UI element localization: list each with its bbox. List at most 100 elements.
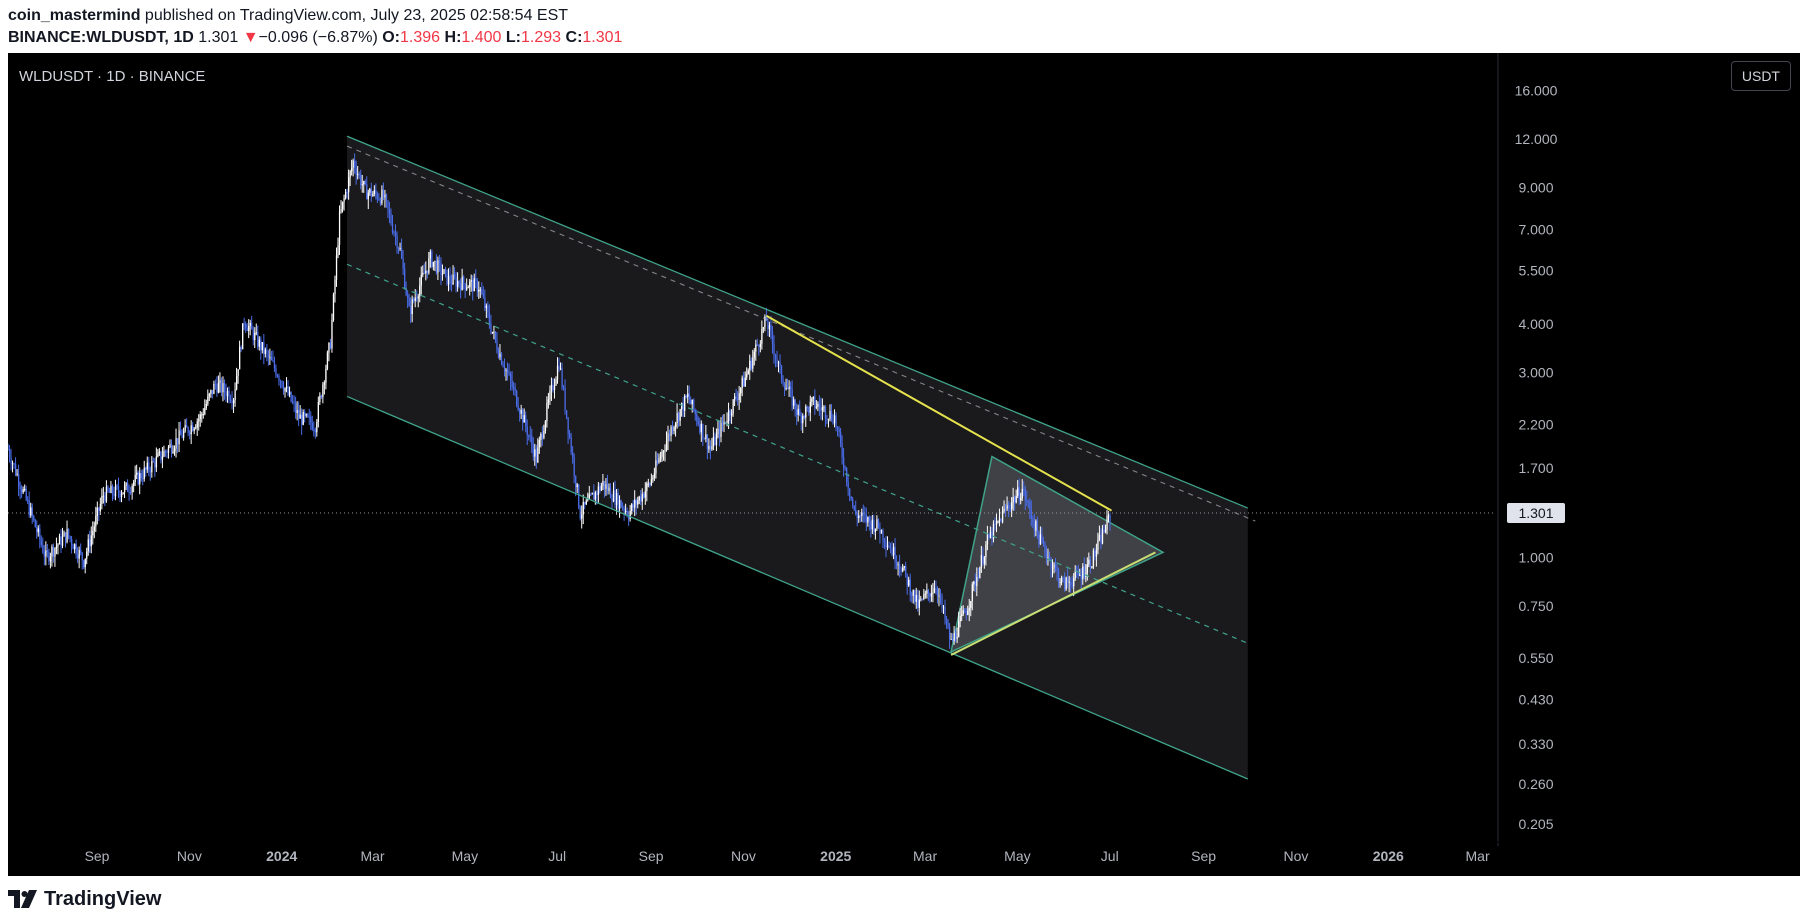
currency-button[interactable]: USDT — [1730, 61, 1791, 91]
candle-body — [614, 490, 616, 505]
candle-body — [77, 554, 79, 559]
candle-body — [298, 410, 300, 419]
candle-body — [449, 275, 451, 283]
candle-body — [512, 387, 515, 389]
candle-body — [72, 545, 74, 550]
author-name[interactable]: coin_mastermind — [8, 7, 141, 24]
candle-body — [1082, 566, 1084, 580]
tradingview-logo-text[interactable]: TradingView — [44, 887, 162, 910]
candle-body — [1077, 571, 1079, 576]
candle-body — [947, 623, 949, 627]
candle-body — [407, 294, 409, 298]
candle-body — [980, 554, 983, 568]
candle-body — [690, 400, 692, 405]
candle-body — [1038, 532, 1040, 545]
candle-body — [839, 432, 842, 444]
candle-body — [703, 438, 706, 440]
candle-body — [635, 499, 637, 505]
candle-body — [777, 362, 780, 364]
candle-body — [832, 419, 834, 424]
candle-body — [641, 493, 643, 502]
candle-body — [562, 386, 565, 388]
candle-body — [78, 549, 80, 559]
candle-body — [344, 191, 347, 199]
candle-body — [278, 376, 280, 381]
candle-body — [364, 181, 366, 185]
candle-body — [334, 279, 336, 295]
candle-body — [90, 535, 92, 547]
candle-body — [117, 486, 120, 493]
candle-body — [1004, 508, 1007, 510]
candle-body — [102, 495, 105, 497]
candle-body — [196, 421, 198, 428]
candle-body — [131, 485, 133, 493]
tradingview-logo-icon[interactable] — [8, 890, 38, 908]
candle-body — [572, 452, 574, 457]
candle-body — [446, 269, 448, 285]
candle-body — [519, 409, 521, 414]
candle-body — [346, 191, 348, 193]
candle-body — [331, 319, 333, 349]
candle-body — [305, 414, 307, 416]
price-chart[interactable]: 1.301 16.000 12.000 9.000 7.000 5.500 4.000 3.0… — [8, 53, 1800, 876]
candle-body — [849, 488, 851, 497]
candle-body — [1080, 575, 1082, 580]
candle-body — [328, 342, 330, 353]
candle-body — [961, 614, 963, 617]
candle-body — [793, 399, 795, 406]
candle-body — [16, 473, 18, 475]
candle-body — [815, 406, 818, 408]
candle-body — [223, 383, 226, 392]
candle-body — [882, 529, 884, 541]
candle-body — [773, 343, 775, 355]
candle-body — [116, 485, 118, 487]
candle-body — [214, 383, 217, 385]
candle-body — [776, 358, 778, 363]
candle-body — [255, 332, 257, 334]
candle-body — [136, 472, 138, 475]
candle-body — [977, 576, 980, 579]
candle-body — [279, 380, 282, 382]
candle-body — [381, 189, 383, 204]
candle-body — [139, 473, 141, 485]
candle-body — [246, 328, 248, 331]
chart-area[interactable]: 1.301 16.000 12.000 9.000 7.000 5.500 4.000 3.0… — [8, 53, 1800, 876]
candle-body — [829, 410, 831, 419]
candle-body — [817, 403, 819, 407]
candle-body — [140, 473, 142, 479]
candle-body — [871, 519, 874, 530]
candle-body — [130, 491, 132, 493]
candle-body — [349, 171, 351, 178]
candle-body — [794, 399, 796, 410]
candle-body — [1000, 518, 1002, 523]
candle-body — [1062, 577, 1064, 579]
candle-body — [360, 174, 362, 186]
candle-body — [39, 528, 41, 540]
candle-body — [166, 451, 168, 453]
candle-body — [269, 356, 271, 358]
candle-body — [956, 637, 958, 639]
candle-body — [865, 514, 868, 523]
candle-body — [58, 536, 61, 545]
candle-body — [958, 621, 960, 638]
candle-body — [8, 449, 11, 458]
candle-body — [951, 638, 954, 641]
candle-body — [553, 385, 556, 391]
candle-body — [737, 398, 739, 400]
candle-body — [308, 416, 310, 418]
candle-body — [173, 448, 176, 452]
last-price: 1.301 — [198, 29, 239, 46]
candle-body — [499, 353, 501, 358]
candle-body — [649, 483, 651, 485]
candle-body — [125, 483, 127, 486]
candle-body — [352, 160, 354, 168]
candle-body — [60, 536, 62, 546]
candle-body — [1021, 488, 1023, 498]
candle-body — [550, 384, 553, 391]
candle-body — [357, 174, 359, 176]
channel-fill — [347, 136, 1248, 779]
candle-body — [1030, 509, 1033, 519]
x-tick-label: 2024 — [266, 848, 297, 864]
candle-body — [367, 192, 369, 200]
down-arrow-icon: ▼ — [242, 29, 259, 46]
